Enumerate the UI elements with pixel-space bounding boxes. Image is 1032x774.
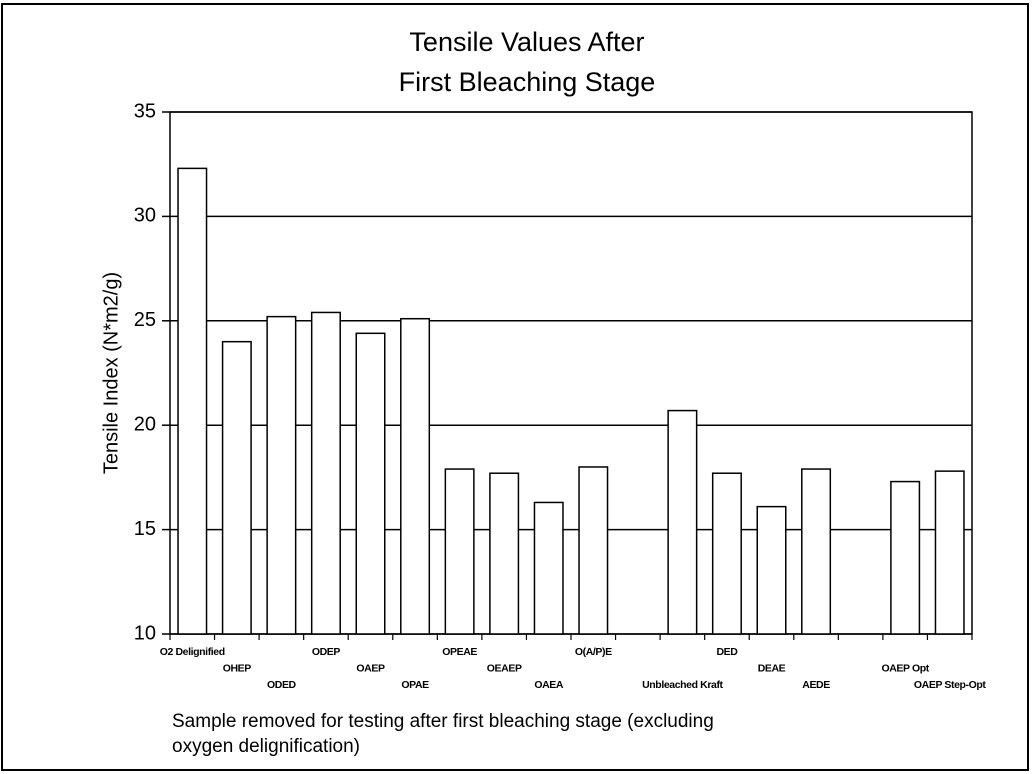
y-tick-label: 25 [134,309,156,331]
x-tick-label: OAEP [356,662,385,674]
bar [489,472,520,635]
x-axis-label: Sample removed for testing after first b… [172,711,714,732]
y-tick-label: 15 [134,518,156,540]
x-tick-label: OAEP Step-Opt [914,679,987,691]
x-tick-label: DED [716,646,738,658]
bar [667,409,698,635]
bar [177,167,208,635]
bar [578,466,609,635]
x-tick-label: OHEP [223,662,252,674]
x-tick-label: AEDE [802,679,830,691]
y-axis-label: Tensile Index (N*m2/g) [100,272,122,474]
x-tick-label: OEAEP [487,662,522,674]
bar [266,315,297,635]
bar [756,505,787,635]
x-tick-label: ODED [267,679,297,691]
chart-title: Tensile Values After [409,27,644,57]
x-tick-label: OPEAE [442,646,477,658]
x-tick-label: O2 Delignified [160,646,225,658]
bar [711,472,742,635]
x-tick-label: ODEP [312,646,341,658]
bar [934,470,965,635]
bar [890,480,921,635]
y-tick-label: 30 [134,205,156,227]
bar [310,311,341,635]
bar [801,468,832,635]
chart-title: First Bleaching Stage [399,67,656,97]
y-tick-label: 10 [134,622,156,644]
x-axis-label: oxygen delignification) [172,736,360,757]
x-tick-label: OAEA [534,679,564,691]
y-tick-label: 20 [134,413,156,435]
y-tick-label: 35 [134,100,156,122]
x-tick-label: OAEP Opt [881,662,929,674]
bar [400,317,431,635]
x-tick-label: O(A/P)E [575,646,612,658]
x-tick-label: DEAE [758,662,786,674]
bar [444,468,475,635]
bar [355,332,386,635]
x-tick-label: OPAE [401,679,429,691]
bar [221,340,252,635]
plot-area [169,111,973,635]
x-tick-label: Unbleached Kraft [642,679,723,691]
bar [533,501,564,635]
